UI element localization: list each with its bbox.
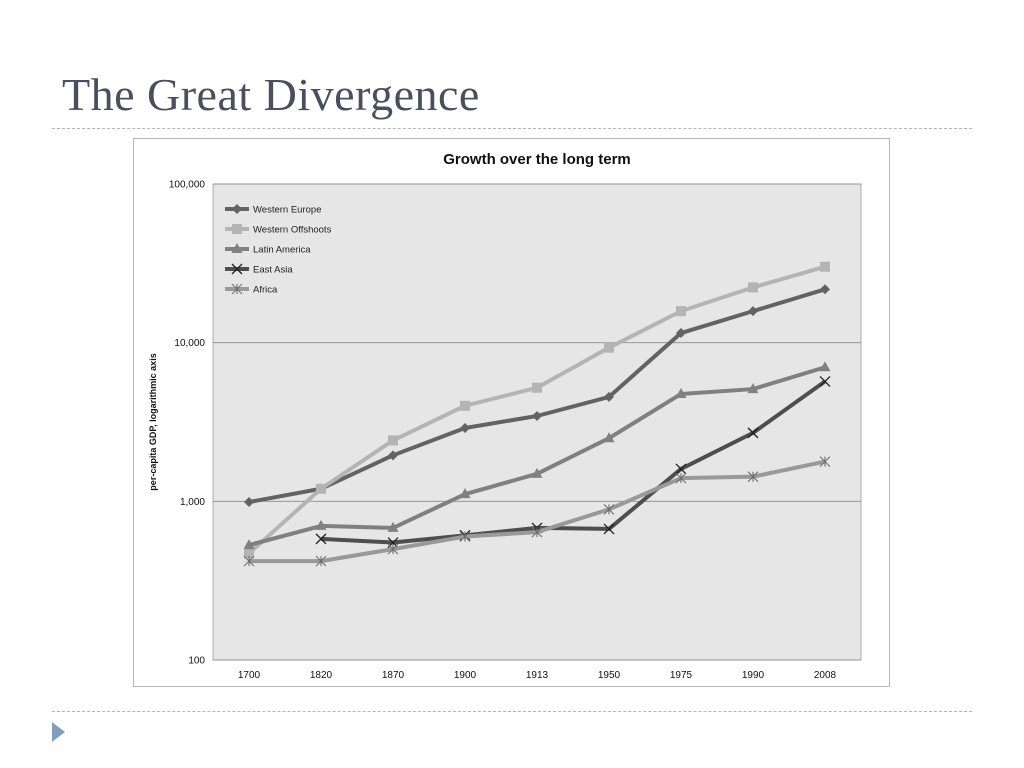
data-point-stroke: [603, 523, 615, 535]
x-tick-label: 1975: [670, 670, 693, 681]
data-point: [748, 306, 758, 317]
data-point: [387, 521, 399, 532]
y-axis-label: per-capita GDP, logarithmic axis: [148, 353, 158, 490]
legend-item: Western Offshoots: [225, 224, 332, 236]
data-point-stroke: [231, 263, 243, 275]
data-point: [316, 483, 326, 494]
x-tick-label: 1913: [526, 670, 549, 681]
y-axis-ticks: 100 1,000 10,000 100,000: [169, 180, 206, 667]
x-tick-label: 2008: [814, 670, 837, 681]
y-tick-label: 100,000: [169, 180, 206, 191]
line-chart: Growth over the long term per-capita GDP…: [148, 151, 862, 681]
data-point: [819, 456, 831, 467]
plot-area: [212, 183, 862, 661]
data-point: [315, 533, 327, 545]
data-point: [820, 284, 830, 295]
y-tick-label: 10,000: [174, 338, 205, 349]
data-point: [231, 243, 243, 253]
data-point: [244, 497, 254, 508]
data-point: [819, 361, 831, 372]
data-point: [532, 410, 542, 421]
data-point: [747, 471, 759, 483]
data-point: [603, 432, 615, 443]
data-point: [244, 548, 254, 559]
data-point: [232, 224, 242, 234]
data-point-stroke: [315, 533, 327, 545]
chart-frame: Growth over the long term per-capita GDP…: [133, 138, 890, 687]
data-point: [604, 342, 614, 353]
legend-item: Latin America: [225, 243, 311, 256]
data-point: [676, 306, 686, 317]
data-point: [604, 391, 614, 402]
footer-divider: [52, 711, 972, 712]
data-point: [460, 422, 470, 433]
legend-item: Africa: [225, 283, 278, 296]
legend-item: Western Europe: [225, 204, 321, 216]
title-divider: [52, 128, 972, 129]
data-point-stroke: [819, 375, 831, 387]
data-point: [747, 427, 759, 439]
next-slide-arrow-icon[interactable]: [52, 722, 65, 742]
data-point: [243, 539, 255, 550]
data-point: [232, 204, 242, 214]
x-tick-label: 1820: [310, 670, 333, 681]
data-point-stroke: [675, 463, 687, 475]
series-africa: [243, 456, 831, 567]
data-point: [531, 526, 543, 538]
data-point: [820, 261, 830, 272]
data-point: [675, 472, 687, 484]
data-point: [819, 375, 831, 387]
legend-item: East Asia: [225, 263, 293, 276]
x-tick-label: 1700: [238, 670, 261, 681]
data-point: [748, 282, 758, 293]
series-latin-america: [243, 361, 831, 550]
y-tick-label: 1,000: [180, 497, 205, 508]
data-point: [460, 400, 470, 411]
x-tick-label: 1990: [742, 670, 765, 681]
y-tick-label: 100: [188, 656, 205, 667]
data-point: [459, 488, 471, 499]
legend-label: Africa: [253, 285, 278, 296]
data-point: [388, 435, 398, 446]
gridlines: [213, 183, 861, 661]
data-point: [231, 283, 243, 295]
x-tick-label: 1950: [598, 670, 621, 681]
data-point-stroke: [747, 427, 759, 439]
legend-label: Western Europe: [253, 205, 321, 216]
series-line: [320, 379, 827, 545]
data-point: [675, 387, 687, 398]
x-tick-label: 1870: [382, 670, 405, 681]
data-point: [315, 555, 327, 567]
series-western-offshoots: [244, 261, 830, 559]
data-point: [747, 383, 759, 394]
x-tick-label: 1900: [454, 670, 477, 681]
slide-title: The Great Divergence: [62, 69, 480, 120]
x-axis-ticks: 1700 1820 1870 1900 1913 1950 1975 1990 2008: [238, 670, 837, 681]
data-point: [676, 328, 686, 339]
plot-background: [212, 183, 862, 661]
data-point: [459, 531, 471, 542]
legend-label: Latin America: [253, 245, 311, 256]
chart-title: Growth over the long term: [443, 151, 631, 168]
data-point: [243, 555, 255, 567]
data-point: [675, 463, 687, 475]
data-point: [315, 519, 327, 530]
data-point: [603, 523, 615, 535]
data-point: [603, 503, 615, 515]
data-point: [231, 263, 243, 275]
series-lines: [243, 261, 831, 567]
legend: Western Europe Western Offshoots Latin Ame…: [225, 204, 332, 296]
data-point: [388, 450, 398, 461]
legend-label: East Asia: [253, 265, 293, 276]
data-point: [532, 382, 542, 393]
data-point: [387, 543, 399, 555]
data-point: [531, 467, 543, 478]
legend-label: Western Offshoots: [253, 225, 332, 236]
